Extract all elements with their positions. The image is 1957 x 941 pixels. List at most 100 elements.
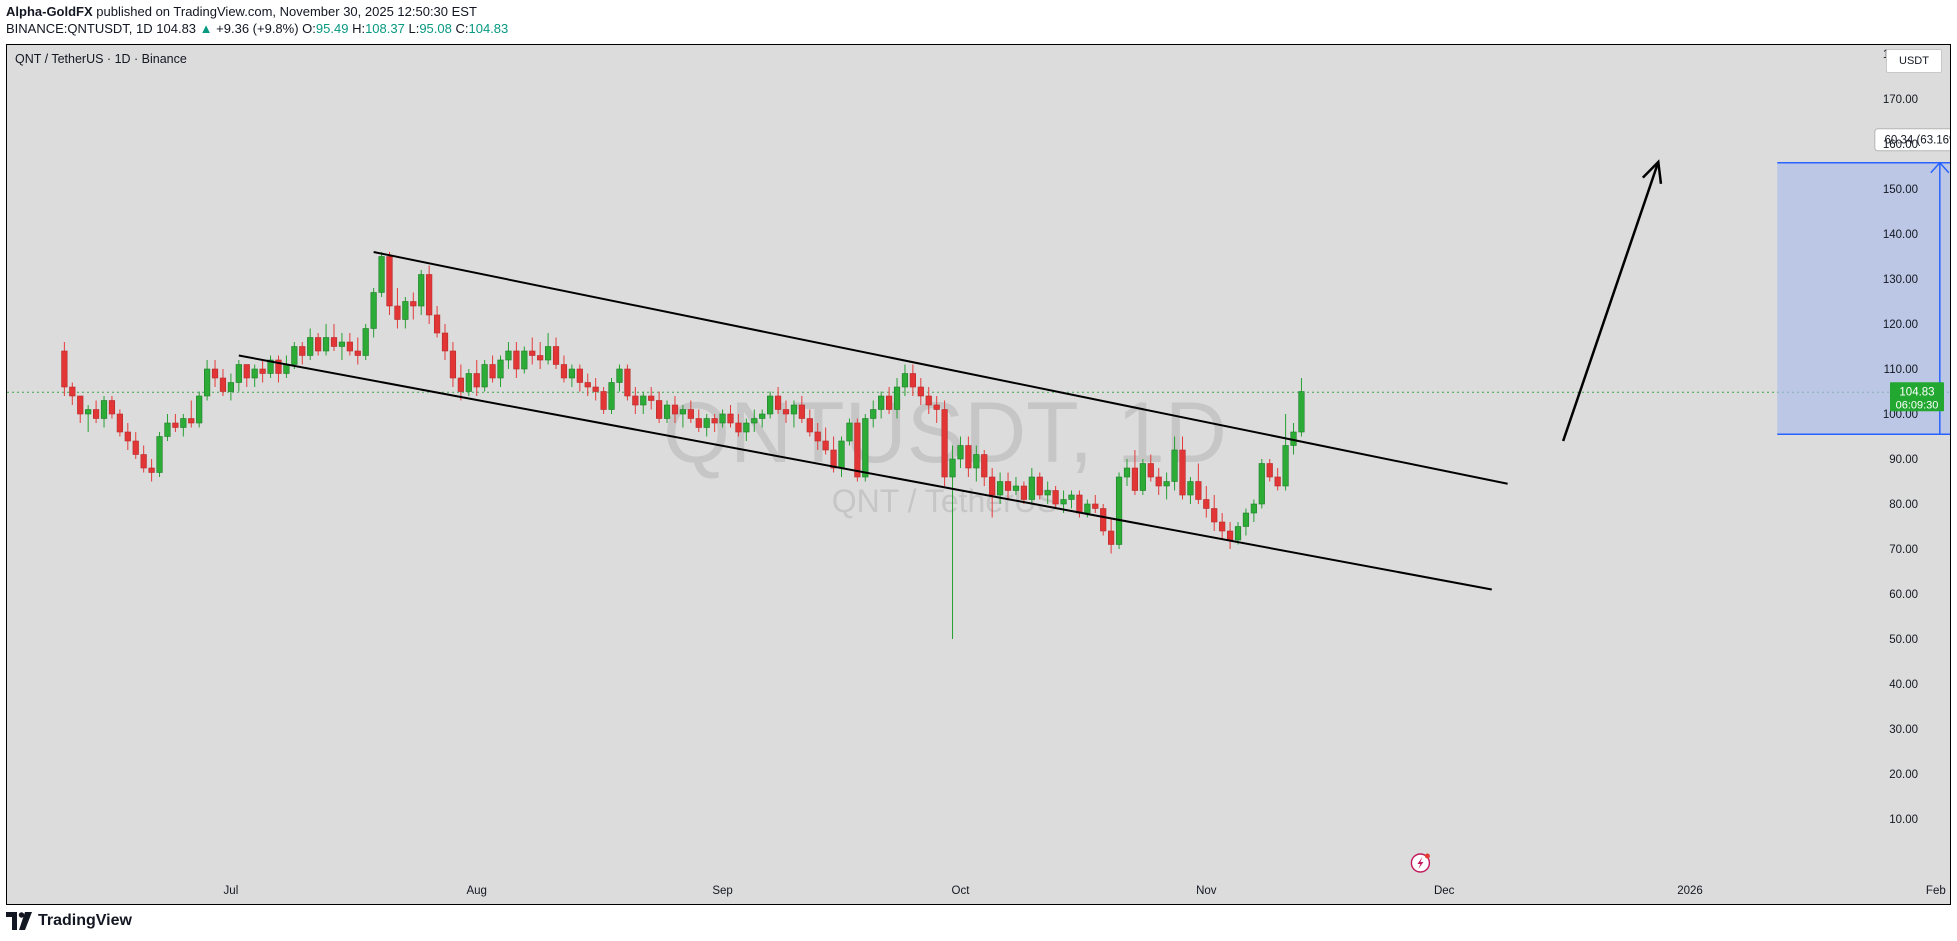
candle-down xyxy=(560,364,568,379)
candle-down xyxy=(1036,476,1043,496)
low-label: L: xyxy=(408,21,420,36)
x-tick-label: Oct xyxy=(952,885,971,897)
candle-up xyxy=(402,301,409,320)
high-label: H: xyxy=(352,21,366,36)
close-value: 104.83 xyxy=(468,21,509,36)
y-tick-label: 50.00 xyxy=(1889,634,1918,646)
candle-up xyxy=(846,422,853,442)
candle-up xyxy=(893,386,901,410)
candle-down xyxy=(449,350,457,379)
price-tag xyxy=(1890,382,1944,412)
candle-up xyxy=(505,350,512,361)
tradingview-brand[interactable]: TradingView xyxy=(6,912,132,930)
candle-down xyxy=(457,377,464,392)
y-tick-label: 110.00 xyxy=(1884,364,1918,376)
candle-down xyxy=(576,368,583,383)
price-tag-value: 104.83 xyxy=(1899,386,1934,398)
open-label: O: xyxy=(302,21,316,36)
chart-frame[interactable] xyxy=(6,44,1951,905)
candle-down xyxy=(426,274,433,316)
candle-down xyxy=(211,368,219,379)
candle-up xyxy=(862,418,869,478)
candle-down xyxy=(1004,481,1012,491)
candle-down xyxy=(782,409,790,415)
measure-label-box xyxy=(1874,128,1950,152)
candle-up xyxy=(957,445,964,460)
candle-down xyxy=(854,422,861,478)
candle-up xyxy=(1163,481,1170,487)
candle-up xyxy=(1084,503,1091,514)
candle-down xyxy=(275,359,282,374)
candle-down xyxy=(1203,499,1210,509)
candle-down xyxy=(727,413,734,424)
candle-down xyxy=(386,256,393,307)
candle-down xyxy=(711,418,718,424)
x-tick-label: Sep xyxy=(712,885,732,897)
y-tick-label: 160.00 xyxy=(1883,139,1918,151)
candle-down xyxy=(219,377,227,392)
candle-down xyxy=(632,395,639,406)
candle-down xyxy=(798,404,805,419)
author-name[interactable]: Alpha-GoldFX xyxy=(6,4,93,19)
candle-up xyxy=(743,422,750,433)
candle-up xyxy=(1234,526,1242,541)
candle-up xyxy=(283,364,290,374)
candle-down xyxy=(822,440,829,451)
candle-up xyxy=(1139,463,1146,491)
candle-up xyxy=(180,418,187,428)
y-tick-label: 10.00 xyxy=(1889,814,1918,826)
candle-up xyxy=(703,418,710,428)
candle-down xyxy=(299,346,306,356)
channel-lower-line xyxy=(238,354,1492,591)
candle-down xyxy=(108,400,116,415)
candle-down xyxy=(77,395,84,415)
candle-up xyxy=(1123,467,1131,478)
lightning-bolt xyxy=(1417,857,1424,869)
candle-down xyxy=(885,395,893,410)
candle-up xyxy=(1068,494,1075,500)
ohlc-line: BINANCE:QNTUSDT, 1D 104.83 ▲ +9.36 (+9.8… xyxy=(6,21,508,36)
candle-down xyxy=(172,422,179,428)
candle-up xyxy=(465,373,472,392)
notification-dot xyxy=(1424,853,1430,859)
candle-up xyxy=(1282,445,1289,487)
candle-down xyxy=(965,445,972,469)
candle-up xyxy=(362,328,369,356)
candle-down xyxy=(917,386,924,397)
candle-down xyxy=(981,454,988,478)
candle-down xyxy=(1020,485,1027,500)
candle-down xyxy=(925,395,932,406)
candle-down xyxy=(124,431,131,442)
low-value: 95.08 xyxy=(419,21,452,36)
candle-up xyxy=(291,346,298,365)
y-tick-label: 120.00 xyxy=(1883,319,1918,331)
candle-down xyxy=(695,418,702,428)
y-tick-label: 140.00 xyxy=(1883,229,1918,241)
candle-up xyxy=(204,368,211,397)
candle-up xyxy=(790,404,798,415)
candle-down xyxy=(116,413,123,433)
candle-down xyxy=(61,350,68,388)
candle-down xyxy=(132,440,139,455)
candle-down xyxy=(1155,476,1162,487)
candle-up xyxy=(1044,490,1051,496)
candle-up xyxy=(322,337,330,352)
candle-down xyxy=(687,409,694,419)
candle-down xyxy=(671,404,679,415)
candle-down xyxy=(354,350,361,356)
candle-down xyxy=(830,449,837,469)
candle-down xyxy=(933,404,940,410)
candle-up xyxy=(870,409,877,419)
currency-button[interactable]: USDT xyxy=(1886,49,1942,73)
candle-up xyxy=(878,395,885,410)
candle-down xyxy=(410,301,417,307)
x-tick-label: Dec xyxy=(1434,885,1455,897)
last-price: 104.83 xyxy=(156,21,197,36)
candle-down xyxy=(656,400,663,419)
candle-down xyxy=(1219,521,1226,532)
candle-down xyxy=(394,305,401,320)
candle-up xyxy=(1115,476,1123,545)
y-tick-label: 70.00 xyxy=(1889,544,1918,556)
candle-up xyxy=(307,337,314,356)
